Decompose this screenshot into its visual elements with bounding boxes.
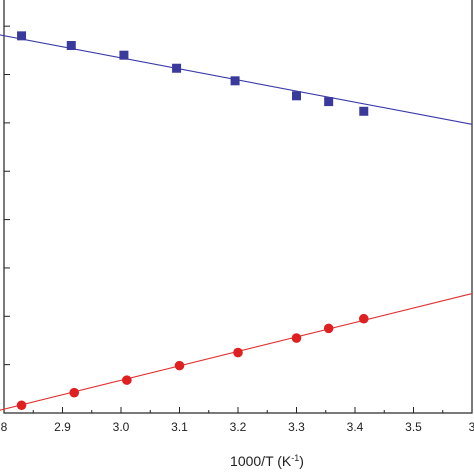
x-axis: 8 2.9 3.0 3.1 3.2 3.3 3.4 3.5 3 — [1, 407, 474, 434]
x-axis-title-suffix: ) — [299, 453, 304, 469]
data-point — [323, 323, 334, 334]
series-0 — [0, 31, 473, 125]
x-tick-label: 3.4 — [347, 420, 364, 434]
data-point — [233, 347, 243, 358]
series-layer — [0, 31, 473, 411]
x-tick-label: 3 — [469, 420, 474, 434]
data-point — [174, 360, 185, 371]
data-point — [119, 50, 129, 60]
x-tick-label: 8 — [1, 420, 8, 434]
data-point — [358, 313, 369, 324]
y-axis — [4, 25, 10, 414]
data-point — [122, 375, 132, 385]
data-point — [69, 387, 79, 398]
series-1 — [0, 293, 473, 411]
x-tick-label: 3.1 — [171, 420, 188, 434]
data-point — [17, 31, 27, 41]
x-tick-label: 2.9 — [54, 420, 71, 434]
x-tick-label: 3.2 — [230, 420, 247, 434]
data-point — [16, 400, 27, 411]
data-point — [230, 76, 240, 86]
x-tick-label: 3.0 — [113, 420, 130, 434]
x-axis-title-superscript: -1 — [291, 453, 299, 463]
data-point — [291, 333, 302, 343]
data-point — [324, 97, 334, 107]
x-tick-label: 3.5 — [405, 420, 422, 434]
data-point — [359, 106, 369, 116]
data-point — [292, 91, 301, 101]
data-point — [172, 63, 182, 73]
x-axis-title-main: 1000/T (K — [230, 453, 292, 469]
x-axis-title: 1000/T (K-1) — [230, 453, 304, 469]
x-tick-label: 3.3 — [288, 420, 305, 434]
data-point — [66, 41, 76, 51]
